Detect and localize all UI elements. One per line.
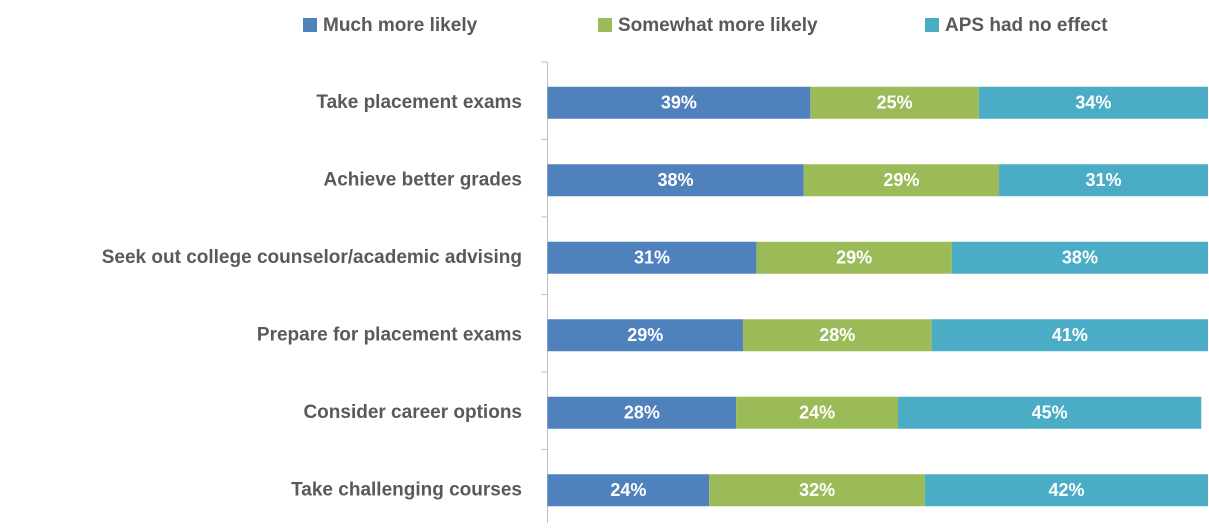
- value-label: 45%: [1032, 403, 1068, 423]
- value-label: 38%: [1062, 248, 1098, 268]
- bar-segment: [547, 474, 710, 507]
- legend-label: Somewhat more likely: [618, 15, 818, 36]
- bar-segment: [742, 319, 932, 352]
- category-label: Take placement exams: [316, 92, 522, 113]
- category-label: Seek out college counselor/academic advi…: [102, 247, 522, 268]
- value-label: 34%: [1075, 93, 1111, 113]
- value-label: 31%: [634, 248, 670, 268]
- bar-segment: [999, 164, 1208, 197]
- value-label: 25%: [877, 93, 913, 113]
- legend-label: APS had no effect: [945, 15, 1108, 36]
- bar-segment: [547, 319, 743, 352]
- bar-segment: [547, 164, 804, 197]
- value-label: 31%: [1086, 170, 1122, 190]
- value-label: 42%: [1048, 480, 1084, 500]
- value-label: 28%: [624, 403, 660, 423]
- bar-segment: [924, 474, 1208, 507]
- bar-segment: [978, 86, 1208, 119]
- category-label: Achieve better grades: [323, 169, 522, 190]
- bar-segment: [756, 241, 952, 274]
- value-label: 41%: [1052, 325, 1088, 345]
- category-label: Prepare for placement exams: [257, 324, 522, 345]
- value-label: 29%: [836, 248, 872, 268]
- legend-label: Much more likely: [323, 15, 478, 36]
- bar-segment: [810, 86, 979, 119]
- value-label: 39%: [661, 93, 697, 113]
- category-label: Consider career options: [303, 402, 522, 423]
- bar-segment: [547, 86, 811, 119]
- bar-segment: [547, 396, 737, 429]
- bar-segment: [951, 241, 1208, 274]
- bar-segment: [736, 396, 898, 429]
- category-label: Take challenging courses: [291, 479, 522, 500]
- value-label: 28%: [819, 325, 855, 345]
- value-label: 24%: [799, 403, 835, 423]
- bar-segment: [897, 396, 1202, 429]
- legend-swatch: [925, 18, 939, 32]
- value-label: 32%: [799, 480, 835, 500]
- bar-segment: [709, 474, 925, 507]
- value-label: 38%: [658, 170, 694, 190]
- bar-segment: [931, 319, 1208, 352]
- value-label: 29%: [627, 325, 663, 345]
- value-label: 24%: [610, 480, 646, 500]
- legend-swatch: [598, 18, 612, 32]
- value-label: 29%: [883, 170, 919, 190]
- bar-segment: [803, 164, 1000, 197]
- legend-swatch: [303, 18, 317, 32]
- bar-segment: [547, 241, 757, 274]
